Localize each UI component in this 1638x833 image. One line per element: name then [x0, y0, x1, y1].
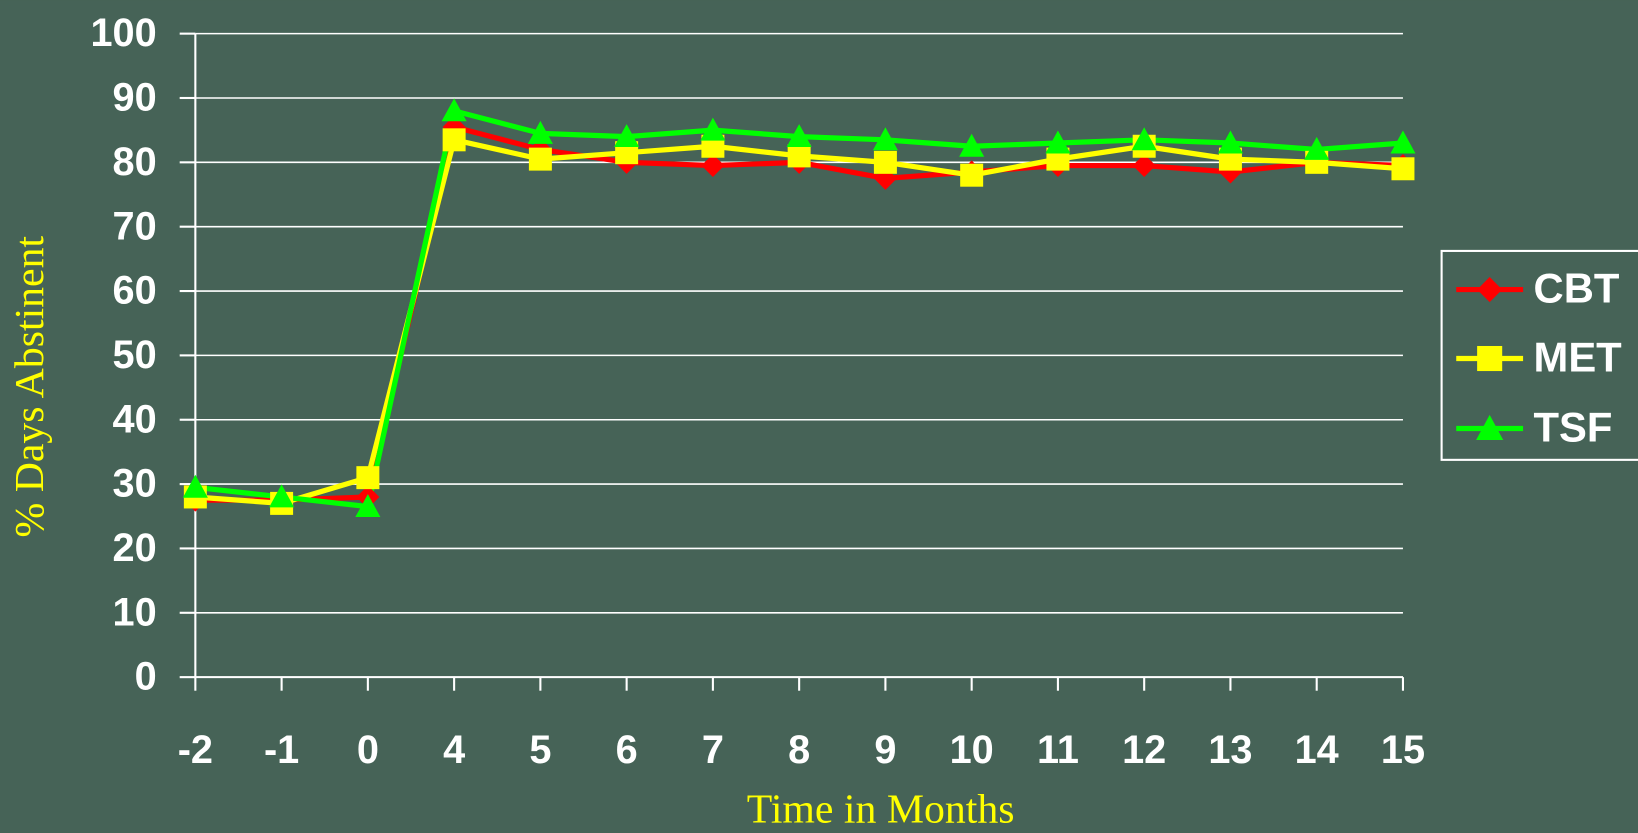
- x-tick-label: 4: [443, 728, 465, 772]
- marker: [700, 117, 726, 141]
- marker: [1304, 136, 1330, 160]
- x-tick-label: 13: [1208, 728, 1252, 772]
- x-tick-label: -1: [264, 728, 299, 772]
- y-tick-label: 60: [113, 269, 157, 313]
- marker: [1132, 154, 1156, 178]
- marker: [355, 494, 381, 518]
- marker: [1131, 127, 1157, 151]
- x-tick-label: 8: [788, 728, 810, 772]
- marker: [786, 124, 812, 148]
- y-tick-label: 30: [113, 462, 157, 506]
- x-tick-label: 0: [357, 728, 379, 772]
- y-axis-title: % Days Abstinent: [7, 236, 53, 538]
- y-tick-label: 20: [113, 526, 157, 570]
- x-tick-label: 14: [1295, 728, 1339, 772]
- legend-label: CBT: [1534, 265, 1620, 312]
- marker: [527, 120, 553, 144]
- marker: [960, 163, 984, 187]
- marker: [614, 124, 640, 148]
- marker: [1391, 157, 1415, 181]
- marker: [787, 144, 811, 168]
- y-tick-label: 80: [113, 140, 157, 184]
- y-tick-label: 40: [113, 397, 157, 441]
- y-tick-label: 10: [113, 590, 157, 634]
- marker: [1045, 130, 1071, 154]
- x-axis-title: Time in Months: [747, 787, 1015, 833]
- x-tick-label: 12: [1122, 728, 1166, 772]
- marker: [959, 133, 985, 157]
- x-tick-label: 10: [950, 728, 994, 772]
- y-tick-label: 0: [135, 655, 157, 699]
- x-tick-label: 9: [874, 728, 896, 772]
- marker: [442, 128, 466, 152]
- marker: [701, 154, 725, 178]
- marker: [528, 147, 552, 171]
- legend-label: MET: [1534, 334, 1623, 381]
- marker: [872, 127, 898, 151]
- x-tick-label: 5: [529, 728, 551, 772]
- legend-box: [1440, 249, 1638, 461]
- marker: [1476, 414, 1504, 441]
- x-tick-label: 15: [1381, 728, 1425, 772]
- marker: [1477, 345, 1503, 372]
- y-tick-label: 100: [90, 11, 156, 55]
- marker: [356, 466, 380, 490]
- marker: [1217, 130, 1243, 154]
- marker: [1477, 277, 1503, 303]
- y-tick-label: 50: [113, 333, 157, 377]
- marker: [182, 474, 208, 498]
- marker: [873, 150, 897, 174]
- x-tick-label: 7: [702, 728, 724, 772]
- y-tick-label: 70: [113, 204, 157, 248]
- x-tick-label: 6: [616, 728, 638, 772]
- y-tick-label: 90: [113, 76, 157, 120]
- marker: [1390, 130, 1416, 154]
- legend-label: TSF: [1534, 404, 1613, 451]
- x-tick-label: 11: [1037, 728, 1079, 772]
- marker: [441, 98, 467, 122]
- x-tick-label: -2: [178, 728, 213, 772]
- marker: [269, 484, 295, 508]
